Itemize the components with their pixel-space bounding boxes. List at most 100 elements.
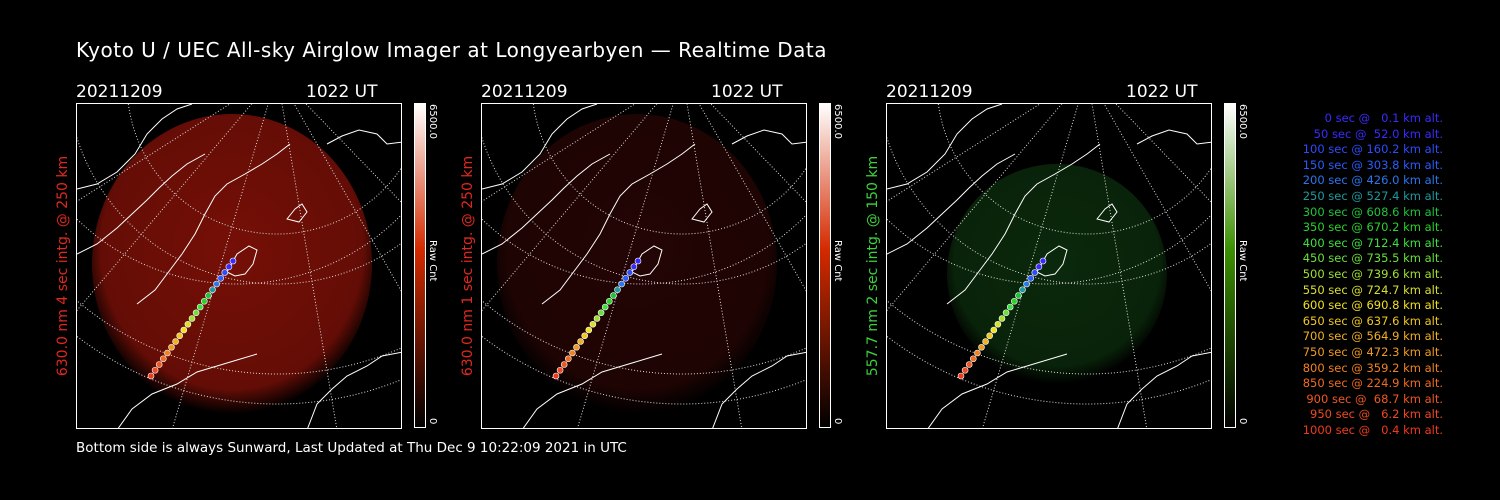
panel-2-colorbar-min: 0: [832, 418, 843, 425]
panel-1-colorbar-unit: Raw Cnt: [427, 240, 438, 282]
trajectory-point: [573, 343, 580, 351]
trajectory-point: [155, 361, 163, 368]
trajectory-legend-row: 500 sec @ 739.6 km alt.: [1302, 266, 1443, 281]
trajectory-point: [986, 332, 993, 340]
panel-1-allsky-image: [76, 103, 402, 429]
trajectory-legend-row: 950 sec @ 6.2 km alt.: [1310, 407, 1443, 422]
panel-2-wavelength-label: 630.0 nm 1 sec intg. @ 250 km: [460, 155, 476, 377]
trajectory-point: [630, 263, 638, 271]
panel-1-colorbar-max: 6500.0: [427, 104, 438, 139]
trajectory-legend-row: 300 sec @ 608.6 km alt.: [1302, 204, 1443, 219]
panel-2-colorbar: [819, 103, 831, 428]
trajectory-point: [1035, 263, 1043, 271]
trajectory-legend-row: 850 sec @ 224.9 km alt.: [1302, 376, 1443, 391]
trajectory-legend-row: 700 sec @ 564.9 km alt.: [1302, 329, 1443, 344]
trajectory-legend-row: 450 sec @ 735.5 km alt.: [1302, 251, 1443, 266]
panel-3-date: 20211209: [886, 82, 973, 102]
trajectory-point: [556, 366, 564, 374]
panel-3-colorbar-min: 0: [1237, 418, 1248, 425]
trajectory-point: [585, 326, 593, 334]
trajectory-point: [974, 349, 981, 357]
panel-3-colorbar-max: 6500.0: [1237, 104, 1248, 139]
panel-2-allsky-image: [481, 103, 807, 429]
panel-2-colorbar-max: 6500.0: [832, 104, 843, 139]
trajectory-point: [172, 338, 179, 345]
panel-2-time: 1022 UT: [711, 82, 783, 102]
trajectory-point: [606, 297, 613, 305]
allsky-map-svg: [887, 104, 1211, 428]
panel-3-wavelength-label: 557.7 nm 2 sec intg. @ 150 km: [865, 155, 881, 377]
trajectory-point: [1023, 280, 1030, 288]
trajectory-point: [229, 257, 237, 265]
trajectory-point: [565, 355, 572, 363]
trajectory-legend-row: 0 sec @ 0.1 km alt.: [1324, 111, 1443, 125]
panel-1-colorbar: [414, 103, 426, 428]
trajectory-point: [1015, 292, 1022, 299]
trajectory-point: [965, 361, 973, 368]
trajectory-point: [982, 338, 989, 345]
trajectory-point: [1031, 269, 1039, 276]
trajectory-point: [180, 326, 188, 334]
trajectory-point: [618, 280, 625, 288]
panel-2-colorbar-unit: Raw Cnt: [832, 240, 843, 282]
trajectory-legend-row: 800 sec @ 359.2 km alt.: [1302, 360, 1443, 375]
trajectory-legend-row: 350 sec @ 670.2 km alt.: [1302, 220, 1443, 235]
trajectory-point: [601, 303, 609, 311]
trajectory-point: [577, 338, 584, 345]
trajectory-legend-row: 750 sec @ 472.3 km alt.: [1302, 344, 1443, 359]
trajectory-point: [978, 343, 985, 351]
trajectory-point: [205, 292, 212, 299]
trajectory-point: [1019, 286, 1026, 294]
trajectory-point: [990, 326, 998, 334]
allsky-map-svg: [77, 104, 401, 428]
trajectory-point: [994, 320, 1002, 328]
trajectory-point: [196, 303, 204, 311]
trajectory-point: [213, 280, 220, 288]
trajectory-point: [589, 320, 597, 328]
trajectory-point: [1006, 303, 1014, 311]
trajectory-point: [970, 355, 977, 363]
trajectory-legend-row: 150 sec @ 303.8 km alt.: [1302, 157, 1443, 172]
trajectory-point: [221, 269, 229, 276]
trajectory-point: [217, 274, 224, 282]
trajectory-legend-row: 550 sec @ 724.7 km alt.: [1302, 282, 1443, 297]
panel-3-colorbar: [1224, 103, 1236, 428]
panel-1-wavelength-label: 630.0 nm 4 sec intg. @ 250 km: [55, 155, 71, 377]
panel-3-time: 1022 UT: [1126, 82, 1198, 102]
trajectory-point: [225, 263, 233, 271]
footer-update-note: Bottom side is always Sunward, Last Upda…: [76, 440, 627, 456]
allsky-map-svg: [482, 104, 806, 428]
panel-1-time: 1022 UT: [306, 82, 378, 102]
trajectory-point: [147, 372, 155, 380]
trajectory-legend-row: 50 sec @ 52.0 km alt.: [1313, 126, 1443, 141]
trajectory-legend-row: 600 sec @ 690.8 km alt.: [1302, 298, 1443, 313]
panel-1-date: 20211209: [76, 82, 163, 102]
trajectory-point: [201, 297, 208, 305]
trajectory-legend-row: 400 sec @ 712.4 km alt.: [1302, 235, 1443, 250]
trajectory-legend-row: 1000 sec @ 0.4 km alt.: [1302, 422, 1443, 437]
trajectory-point: [634, 257, 642, 265]
trajectory-point: [597, 309, 605, 317]
trajectory-legend-row: 100 sec @ 160.2 km alt.: [1302, 142, 1443, 157]
trajectory-point: [614, 286, 621, 294]
trajectory-point: [569, 349, 576, 357]
trajectory-legend-row: 900 sec @ 68.7 km alt.: [1306, 391, 1443, 406]
panel-2-date: 20211209: [481, 82, 568, 102]
trajectory-legend: 0 sec @ 0.1 km alt. 50 sec @ 52.0 km alt.…: [1303, 111, 1443, 438]
trajectory-legend-row: 200 sec @ 426.0 km alt.: [1302, 173, 1443, 188]
trajectory-point: [192, 309, 200, 317]
trajectory-point: [188, 315, 196, 322]
trajectory-point: [552, 372, 560, 380]
trajectory-point: [151, 366, 159, 374]
trajectory-point: [610, 292, 617, 299]
trajectory-point: [1039, 257, 1047, 265]
trajectory-point: [593, 315, 601, 322]
panel-1-colorbar-min: 0: [427, 418, 438, 425]
trajectory-legend-row: 250 sec @ 527.4 km alt.: [1302, 188, 1443, 203]
trajectory-point: [1002, 309, 1010, 317]
trajectory-point: [1027, 274, 1034, 282]
trajectory-legend-row: 650 sec @ 637.6 km alt.: [1302, 313, 1443, 328]
trajectory-point: [1011, 297, 1018, 305]
trajectory-point: [209, 286, 216, 294]
trajectory-point: [560, 361, 568, 368]
